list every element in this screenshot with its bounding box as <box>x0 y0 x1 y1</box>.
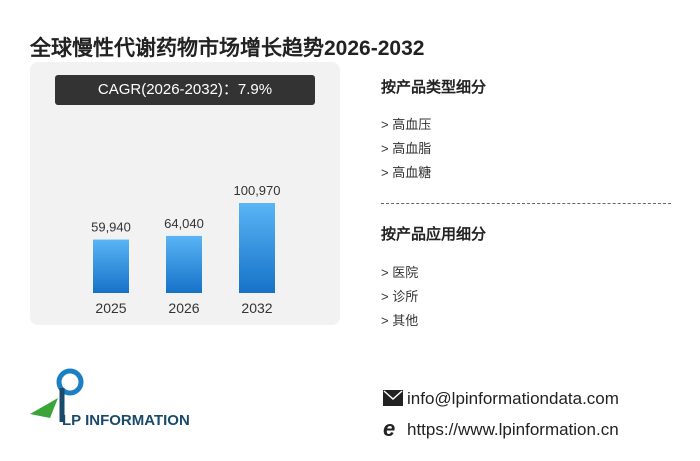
segment-item: > 诊所 <box>381 289 419 304</box>
segment-item: > 高血脂 <box>381 141 432 156</box>
segment-item: > 医院 <box>381 265 419 280</box>
chart: 59,940 2025 64,040 2026 100,970 2032 <box>91 183 281 316</box>
x-tick-label: 2025 <box>95 300 126 316</box>
title: 全球慢性代谢药物市场增长趋势2026-2032 <box>30 37 425 60</box>
x-tick-label: 2026 <box>168 300 199 316</box>
value-label: 64,040 <box>164 216 204 231</box>
web-icon: e <box>383 416 396 441</box>
bar <box>166 235 202 293</box>
divider <box>381 203 671 204</box>
bar <box>239 203 275 293</box>
bar <box>93 239 129 293</box>
segment-heading: 按产品类型细分 <box>381 79 487 96</box>
website: https://www.lpinformation.cn <box>407 420 619 439</box>
value-label: 59,940 <box>91 220 131 235</box>
email: info@lpinformationdata.com <box>407 389 619 408</box>
segment-item: > 高血糖 <box>381 165 432 180</box>
x-tick-label: 2032 <box>241 300 272 316</box>
cagr-label: CAGR(2026-2032)：7.9% <box>55 75 315 105</box>
value-label: 100,970 <box>234 183 281 198</box>
segment-item: > 高血压 <box>381 117 432 132</box>
email-icon <box>383 390 403 406</box>
logo-text: LP INFORMATION <box>62 412 190 429</box>
segment-heading: 按产品应用细分 <box>381 226 487 243</box>
segment-item: > 其他 <box>381 313 419 328</box>
logo-mark <box>30 368 84 422</box>
